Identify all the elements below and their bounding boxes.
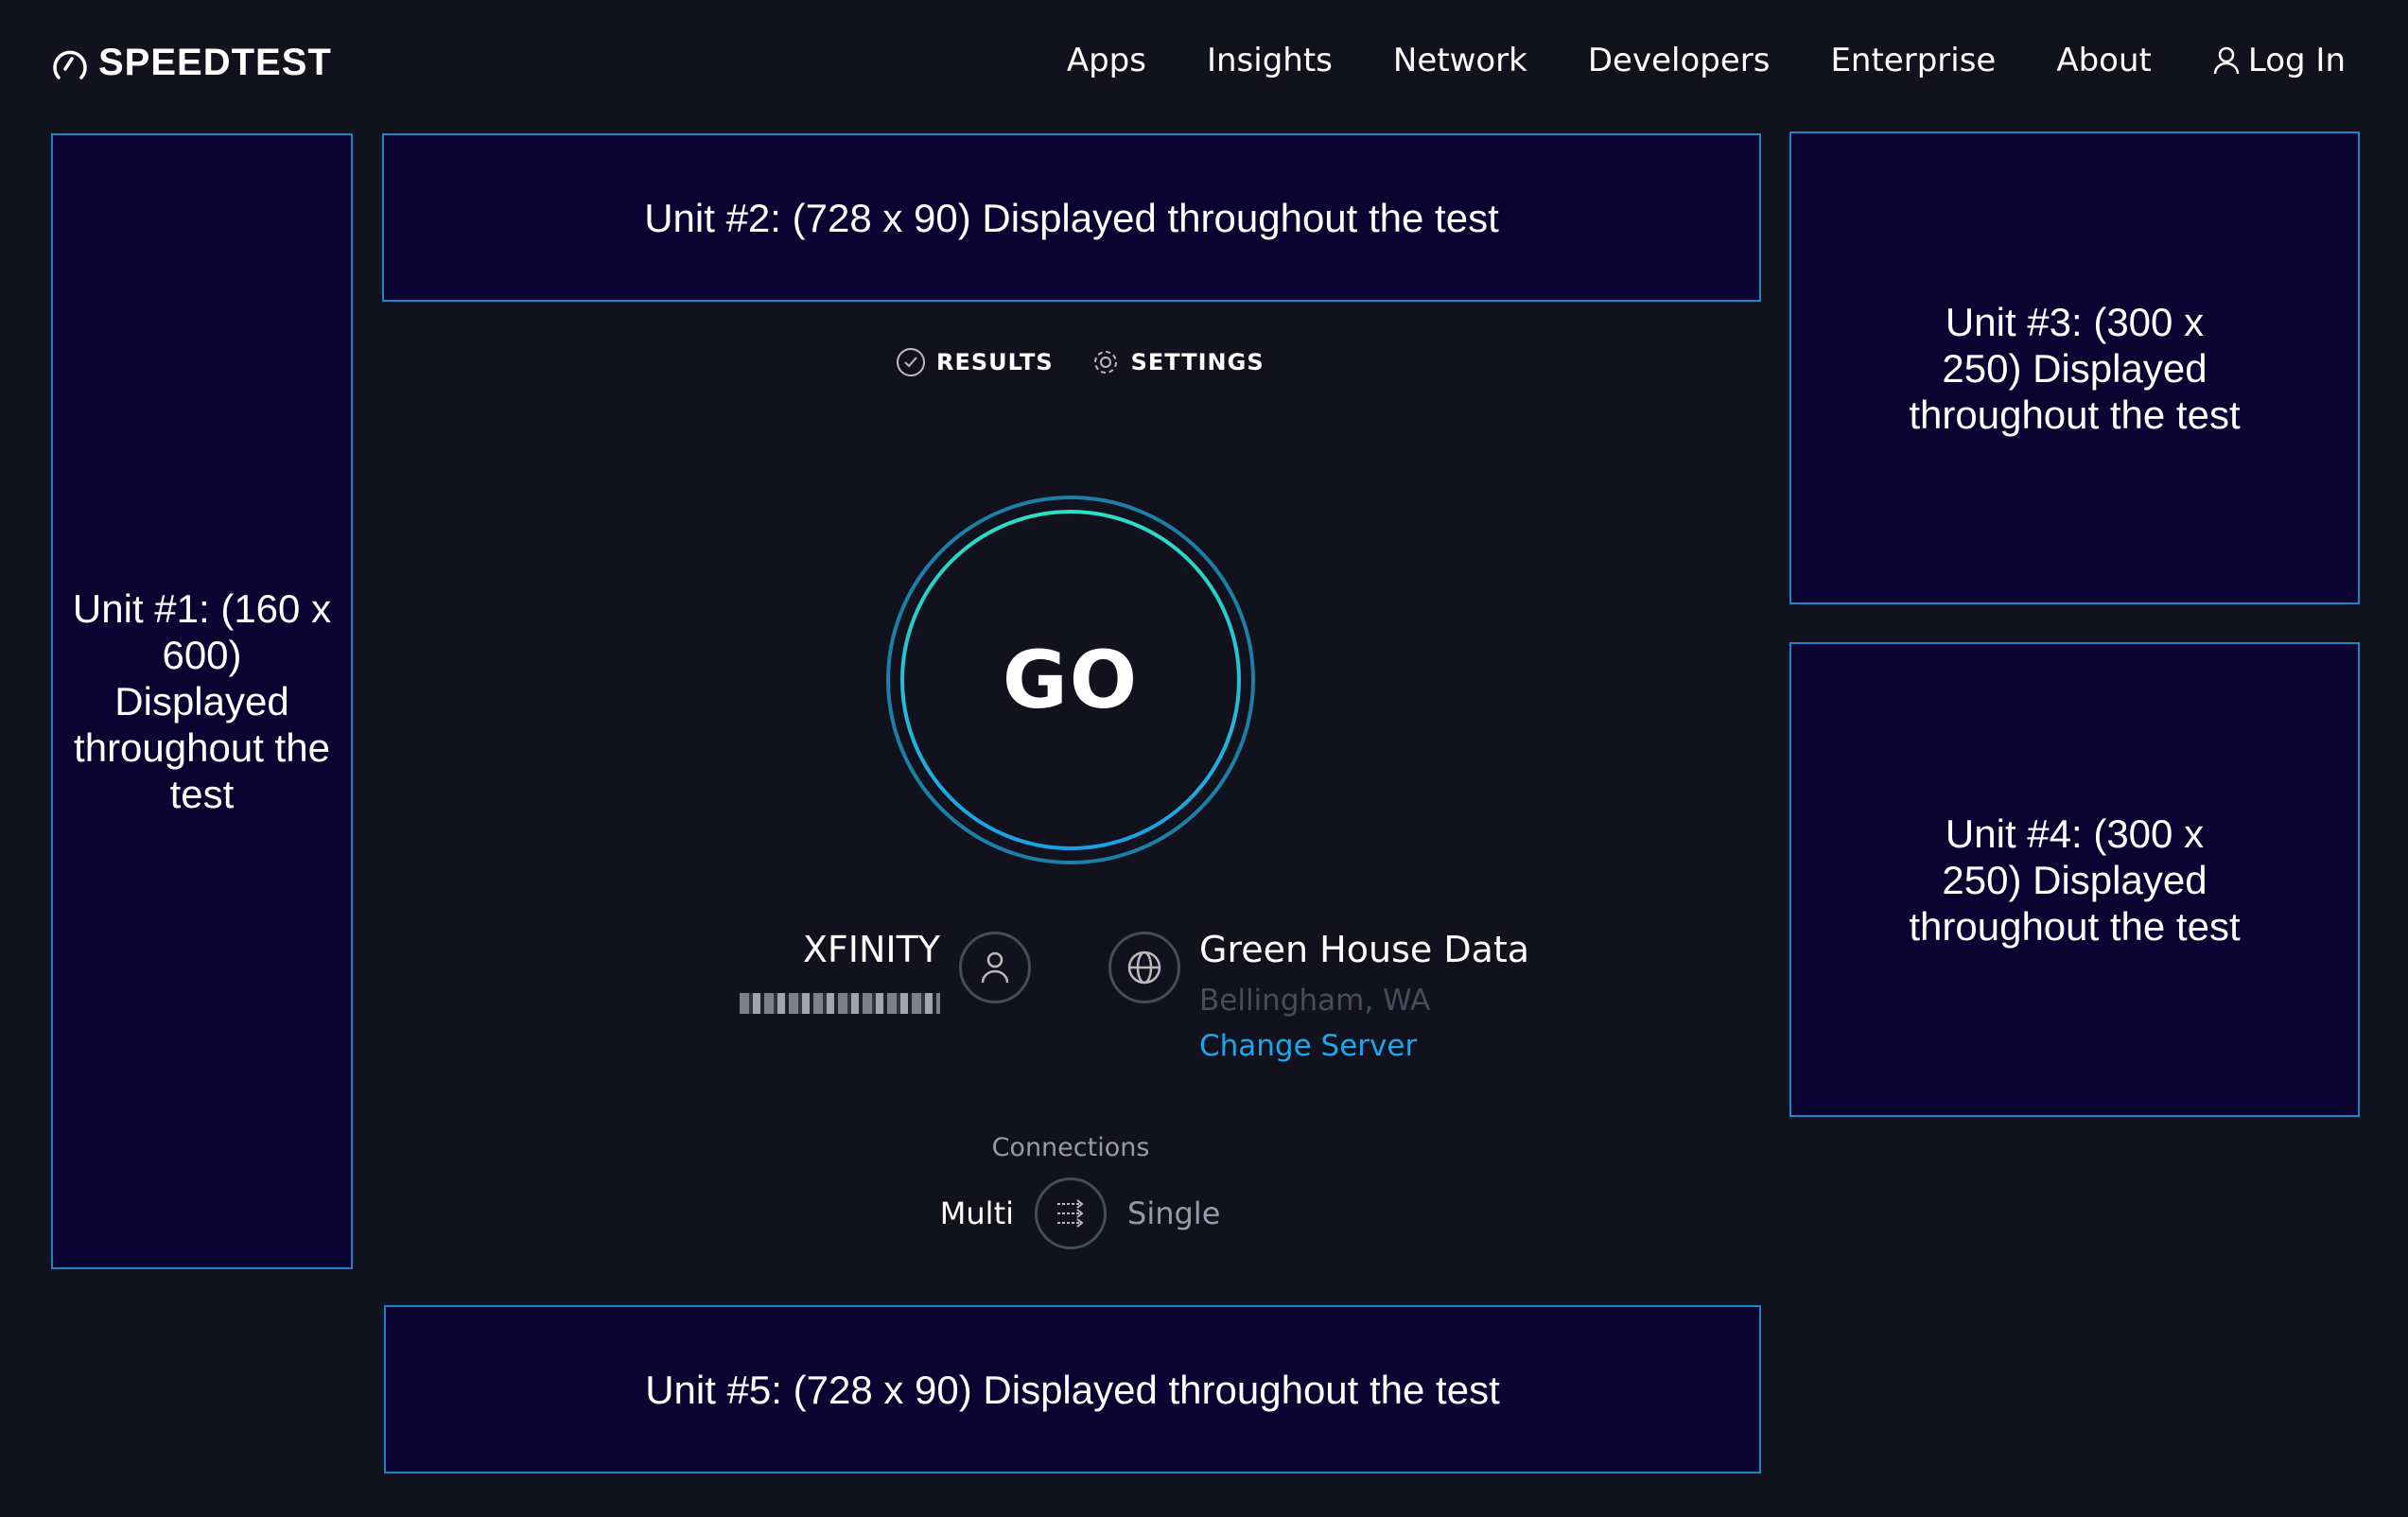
- multi-connection-icon: [1057, 1199, 1084, 1228]
- connections-multi-option[interactable]: Multi: [939, 1195, 1014, 1231]
- nav-network[interactable]: Network: [1392, 42, 1527, 79]
- check-circle-icon: [897, 348, 925, 376]
- nav-apps[interactable]: Apps: [1066, 42, 1146, 79]
- ad-unit-4[interactable]: Unit #4: (300 x 250) Displayed throughou…: [1789, 642, 2360, 1117]
- ip-address-redacted: [740, 993, 940, 1014]
- isp-name: XFINITY: [802, 929, 940, 970]
- tab-results-label: RESULTS: [936, 349, 1054, 375]
- connections-single-option[interactable]: Single: [1127, 1195, 1221, 1231]
- tab-results[interactable]: RESULTS: [895, 346, 1054, 378]
- globe-icon: [1127, 950, 1161, 985]
- server-info: Green House Data Bellingham, WA Change S…: [1199, 929, 1529, 1063]
- result-tabs: RESULTS SETTINGS: [895, 346, 1265, 378]
- server-name: Green House Data: [1199, 929, 1530, 970]
- logo-text: SPEEDTEST: [98, 42, 332, 83]
- change-server-link[interactable]: Change Server: [1199, 1029, 1418, 1063]
- ad-unit-4-text: Unit #4: (300 x 250) Displayed throughou…: [1909, 811, 2241, 949]
- ad-unit-2[interactable]: Unit #2: (728 x 90) Displayed throughout…: [382, 133, 1761, 302]
- ad-unit-2-text: Unit #2: (728 x 90) Displayed throughout…: [644, 195, 1499, 240]
- login-label: Log In: [2247, 42, 2346, 79]
- ad-unit-3-text: Unit #3: (300 x 250) Displayed throughou…: [1909, 299, 2241, 437]
- ad-unit-5[interactable]: Unit #5: (728 x 90) Displayed throughout…: [384, 1305, 1761, 1473]
- connections-label: Connections: [991, 1133, 1150, 1162]
- ad-unit-1-text: Unit #1: (160 x 600) Displayed throughou…: [72, 586, 332, 816]
- connections-toggle[interactable]: [1035, 1177, 1107, 1249]
- user-icon: [2213, 46, 2240, 75]
- login-link[interactable]: Log In: [2212, 42, 2346, 79]
- go-ring: [886, 496, 1255, 864]
- go-label: GO: [1002, 634, 1140, 726]
- ad-unit-1[interactable]: Unit #1: (160 x 600) Displayed throughou…: [51, 133, 353, 1269]
- gear-icon: [1093, 351, 1117, 374]
- ad-unit-3[interactable]: Unit #3: (300 x 250) Displayed throughou…: [1789, 131, 2360, 604]
- nav-enterprise[interactable]: Enterprise: [1830, 42, 1997, 79]
- main-nav: Apps Insights Network Developers Enterpr…: [1021, 42, 2346, 79]
- server-button[interactable]: [1108, 932, 1180, 1003]
- ad-unit-5-text: Unit #5: (728 x 90) Displayed throughout…: [645, 1367, 1500, 1412]
- tab-settings[interactable]: SETTINGS: [1090, 346, 1265, 378]
- go-button[interactable]: GO: [886, 496, 1255, 864]
- server-location: Bellingham, WA: [1199, 984, 1431, 1018]
- nav-developers[interactable]: Developers: [1587, 42, 1771, 79]
- speedometer-icon: [53, 50, 87, 79]
- nav-about[interactable]: About: [2056, 42, 2152, 79]
- speedtest-logo[interactable]: SPEEDTEST: [51, 42, 332, 84]
- tab-settings-label: SETTINGS: [1130, 349, 1265, 375]
- user-icon: [981, 951, 1009, 984]
- nav-insights[interactable]: Insights: [1206, 42, 1333, 79]
- provider-button[interactable]: [959, 932, 1031, 1003]
